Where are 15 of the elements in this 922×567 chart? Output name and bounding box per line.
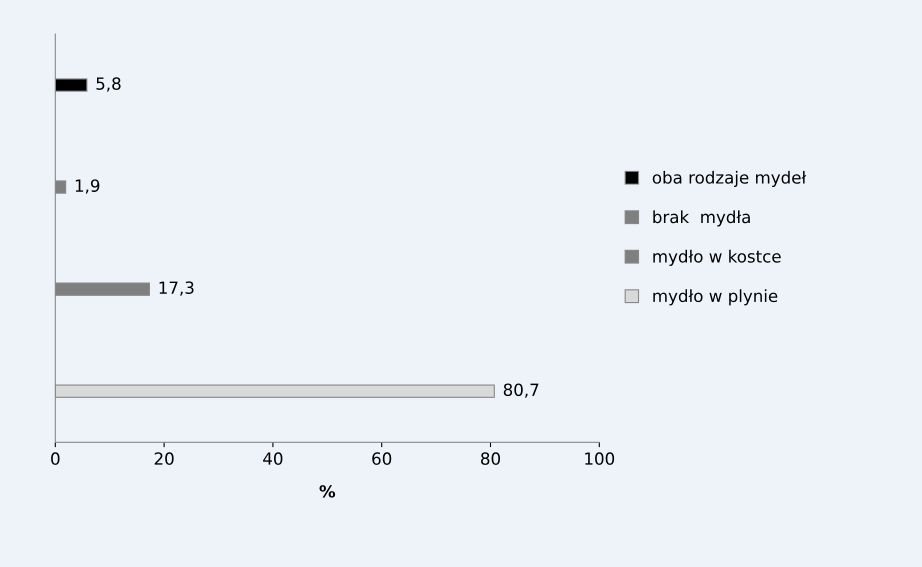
legend-label: brak mydła xyxy=(653,210,750,226)
x-tick-label: 100 xyxy=(585,452,614,465)
legend-label: mydło w plynie xyxy=(653,289,778,306)
data-label: 5,8 xyxy=(96,77,121,92)
x-tick-label: 0 xyxy=(51,452,60,465)
x-tick-label: 60 xyxy=(372,452,392,465)
x-tick-label: 80 xyxy=(481,452,500,465)
data-label: 1,9 xyxy=(76,179,100,194)
data-label: 80,7 xyxy=(504,383,538,398)
x-axis-title: % xyxy=(319,485,336,498)
x-tick-label: 20 xyxy=(154,452,174,465)
legend-label: oba rodzaje mydeł xyxy=(652,170,806,188)
data-label: 17,3 xyxy=(160,281,194,296)
legend-label: mydło w kostce xyxy=(653,250,781,266)
x-tick-label: 40 xyxy=(263,452,282,465)
